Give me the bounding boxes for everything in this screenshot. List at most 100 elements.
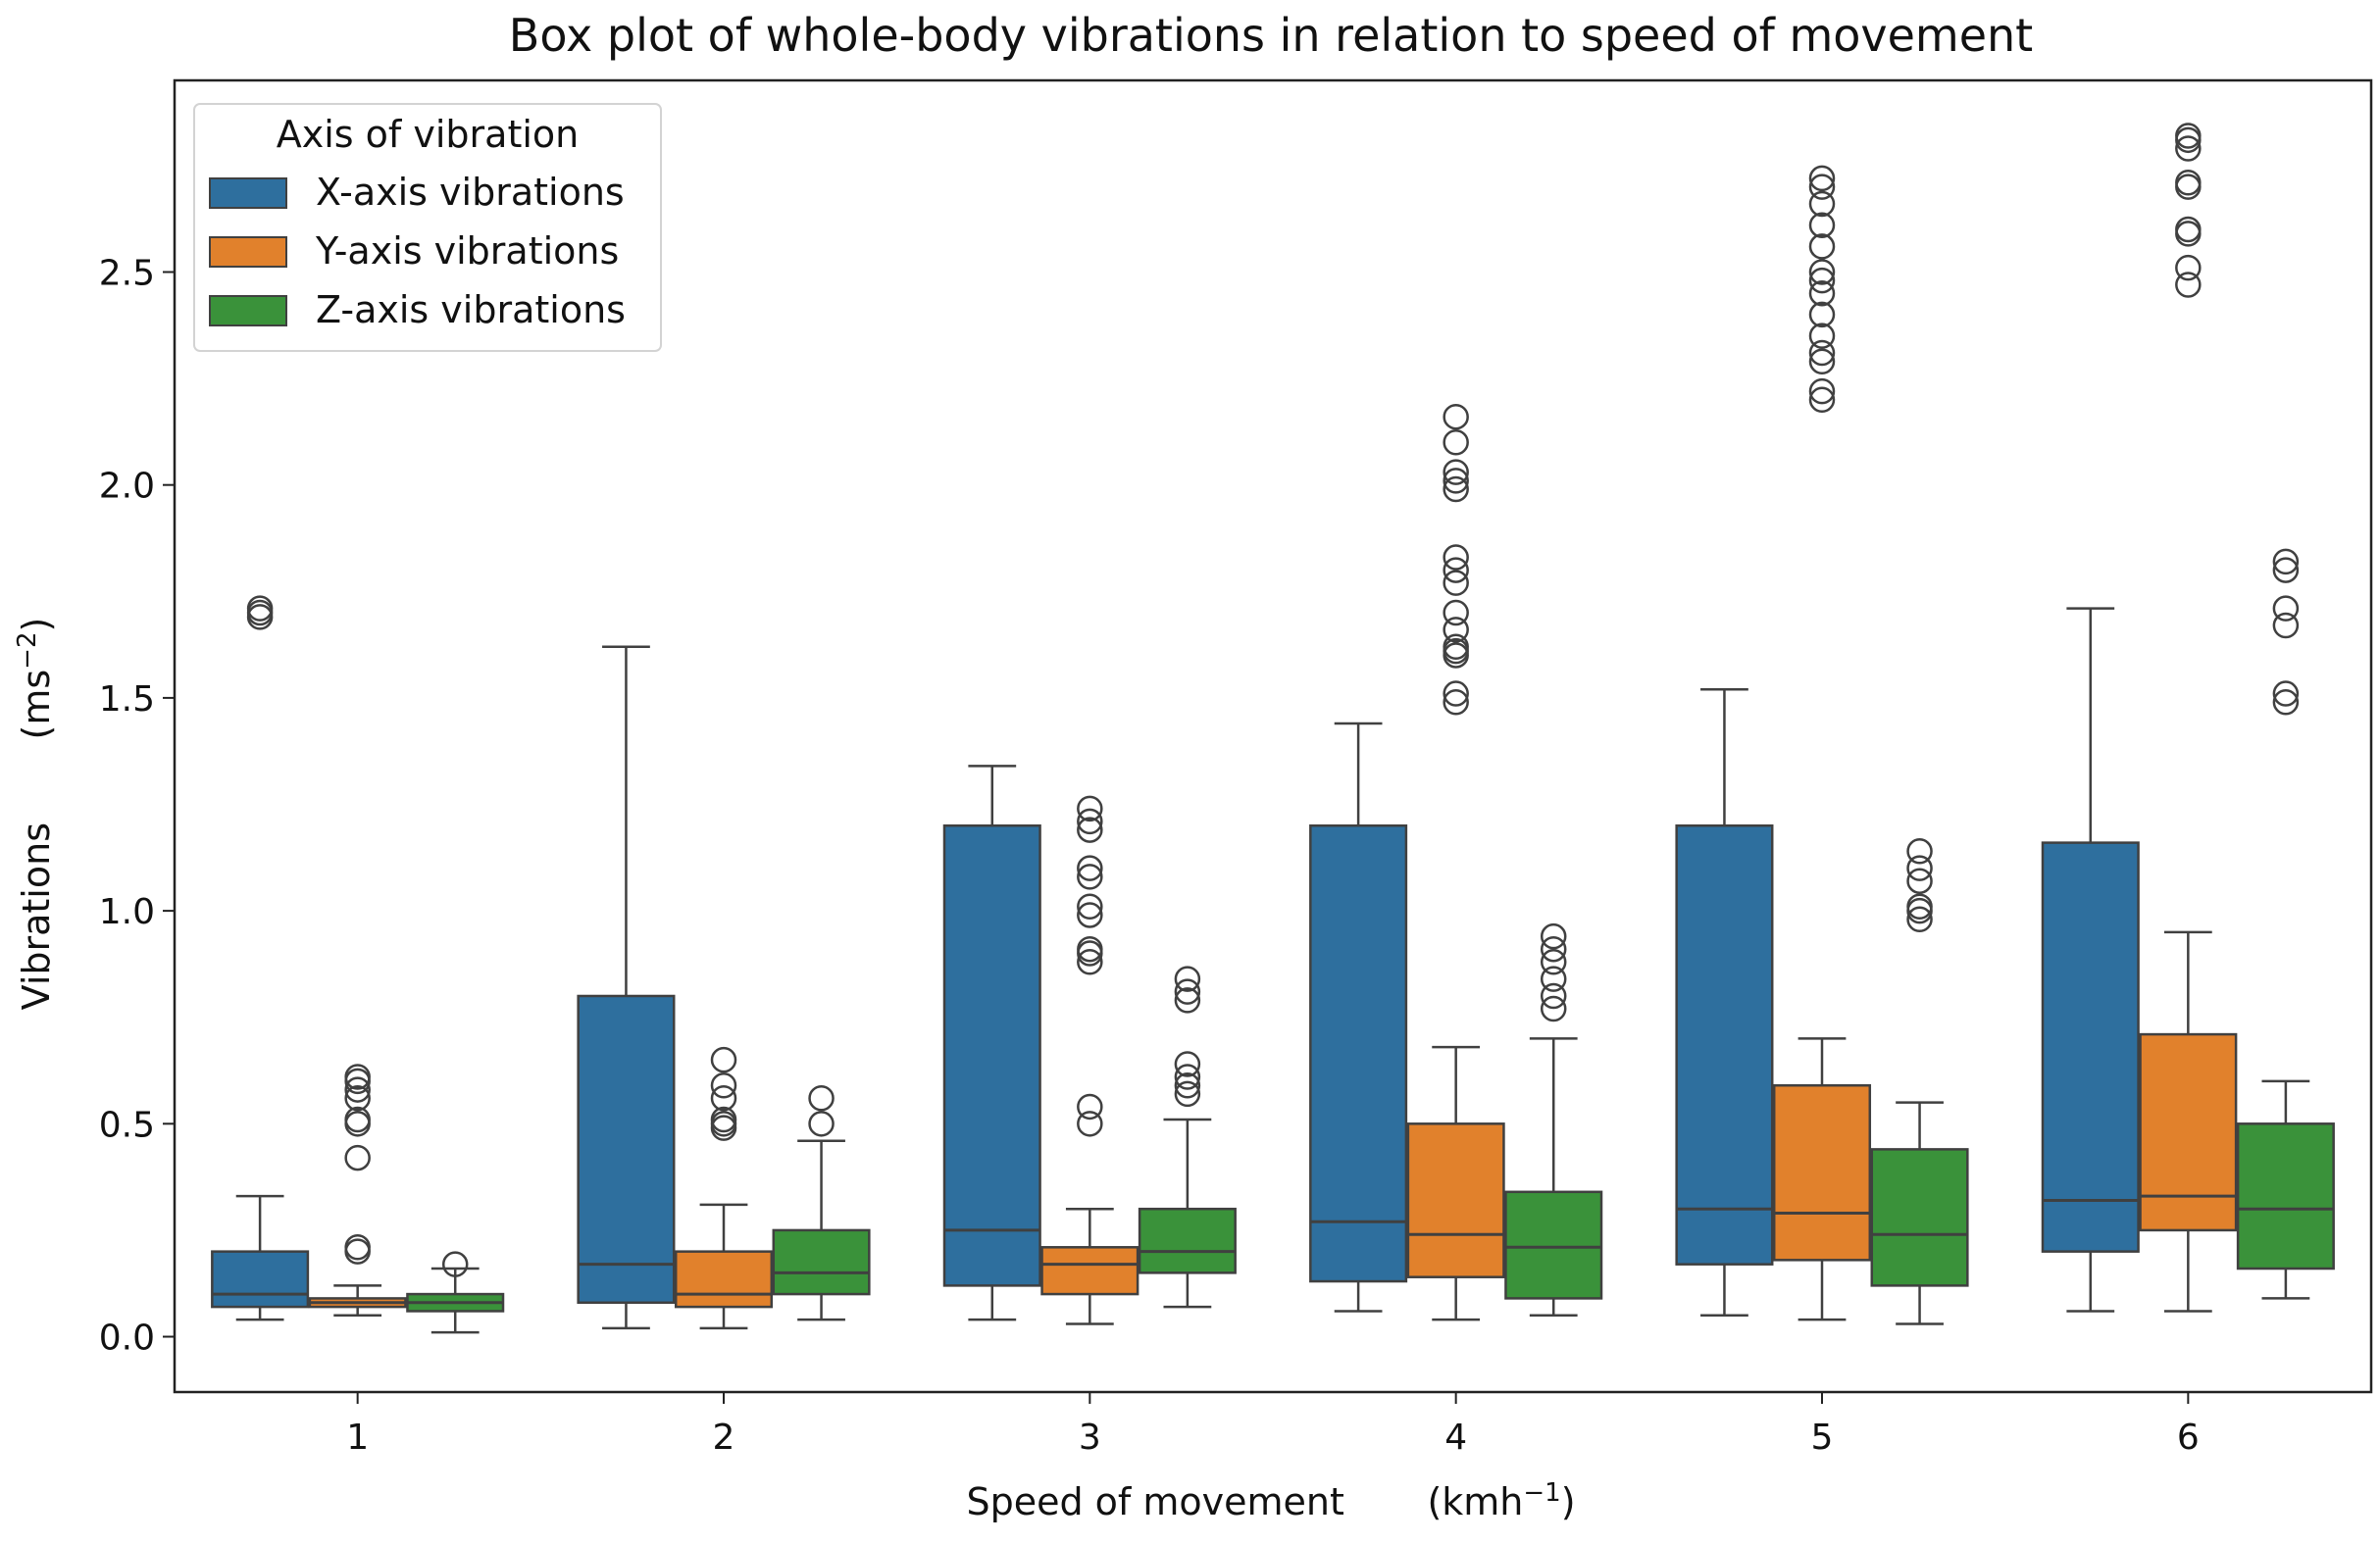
box-outlier bbox=[1808, 212, 1836, 238]
box-outlier bbox=[2272, 612, 2300, 639]
x-tick-label: 1 bbox=[346, 1418, 369, 1458]
box-outlier bbox=[1174, 978, 1201, 1005]
box-body bbox=[1040, 1246, 1139, 1296]
box-body bbox=[2041, 841, 2140, 1253]
box-outlier bbox=[344, 1076, 371, 1103]
box-outlier bbox=[1906, 855, 1933, 881]
box-outlier bbox=[1443, 544, 1469, 571]
box-outlier bbox=[1174, 1080, 1201, 1108]
box-outlier bbox=[2175, 254, 2202, 281]
box-outlier bbox=[1540, 995, 1567, 1022]
box-outlier bbox=[2175, 123, 2202, 149]
box-outlier bbox=[1808, 259, 1836, 285]
legend-label-x: X-axis vibrations bbox=[316, 171, 625, 214]
box-outlier bbox=[1077, 864, 1103, 890]
box-outlier bbox=[1443, 633, 1469, 661]
box-outlier bbox=[1808, 233, 1836, 260]
y-tick-label: 1.0 bbox=[99, 892, 155, 932]
box-outlier bbox=[344, 1085, 371, 1112]
box-outlier bbox=[1443, 557, 1469, 583]
box-outlier bbox=[1808, 301, 1836, 328]
box-body bbox=[1675, 823, 1774, 1266]
box-outlier bbox=[808, 1111, 835, 1137]
legend-swatch-x bbox=[209, 177, 287, 209]
box-outlier bbox=[1808, 190, 1836, 218]
box-outlier bbox=[441, 1251, 469, 1277]
box-outlier bbox=[1174, 1071, 1201, 1099]
x-tick-label: 4 bbox=[1444, 1418, 1467, 1458]
legend-label-z: Z-axis vibrations bbox=[316, 288, 626, 331]
box-outlier bbox=[344, 1234, 371, 1261]
x-tick-label: 6 bbox=[2177, 1418, 2200, 1458]
box-outlier bbox=[1077, 902, 1103, 928]
box-body bbox=[1309, 823, 1408, 1283]
plot-area: 0.0 0.5 1.0 1.5 2.0 2.5 1 2 3 4 5 6 bbox=[99, 78, 2373, 1458]
box-body bbox=[211, 1250, 310, 1309]
box-outlier bbox=[344, 1064, 371, 1090]
box-body bbox=[942, 823, 1041, 1287]
box-outlier bbox=[344, 1144, 371, 1171]
box-outlier bbox=[1077, 948, 1103, 975]
box-outlier bbox=[2175, 135, 2202, 162]
box-body bbox=[1504, 1190, 1603, 1300]
box-outlier bbox=[1443, 459, 1469, 485]
x-axis-label: Speed of movement (kmh−1) bbox=[966, 1478, 1575, 1523]
box-outlier bbox=[1077, 855, 1103, 881]
box-outlier bbox=[2272, 595, 2300, 622]
box-body bbox=[1772, 1083, 1872, 1262]
box-outlier bbox=[1443, 475, 1469, 503]
box-outlier bbox=[710, 1046, 737, 1073]
box-outlier bbox=[1808, 174, 1836, 200]
box-outlier bbox=[246, 595, 274, 622]
box-outlier bbox=[2175, 216, 2202, 243]
box-body bbox=[1406, 1122, 1505, 1278]
box-outlier bbox=[2272, 557, 2300, 583]
x-tick-label: 3 bbox=[1079, 1418, 1101, 1458]
box-outlier bbox=[1443, 688, 1469, 716]
box-outlier bbox=[1808, 165, 1836, 192]
legend-frame bbox=[193, 103, 662, 352]
box-outlier bbox=[1808, 339, 1836, 367]
x-tick-label: 5 bbox=[1811, 1418, 1834, 1458]
box-outlier bbox=[2175, 170, 2202, 196]
y-tick-label: 0.5 bbox=[99, 1105, 155, 1145]
box-outlier bbox=[1443, 429, 1469, 456]
box-outlier bbox=[1906, 868, 1933, 894]
box-outlier bbox=[1077, 795, 1103, 822]
box-outlier bbox=[808, 1085, 835, 1112]
y-axis-label: Vibrations (ms−2) bbox=[13, 618, 58, 1011]
box-outlier bbox=[1174, 987, 1201, 1014]
box-outlier bbox=[1174, 1051, 1201, 1077]
box-outlier bbox=[2272, 548, 2300, 575]
box-outlier bbox=[1443, 403, 1469, 430]
box-outlier bbox=[1540, 966, 1567, 992]
box-outlier bbox=[1540, 935, 1567, 963]
legend-label-y: Y-axis vibrations bbox=[315, 229, 619, 273]
box-outlier bbox=[1077, 817, 1103, 843]
box-outlier bbox=[1077, 893, 1103, 921]
box-outlier bbox=[1077, 808, 1103, 835]
box-outlier bbox=[1906, 906, 1933, 933]
box-outlier bbox=[1077, 935, 1103, 963]
box-outlier bbox=[1540, 948, 1567, 975]
y-tick-label: 2.5 bbox=[99, 253, 155, 293]
box-body bbox=[1138, 1207, 1237, 1274]
box-outlier bbox=[1540, 982, 1567, 1010]
legend-title: Axis of vibration bbox=[277, 113, 580, 156]
box-outlier bbox=[344, 1106, 371, 1133]
box-outlier bbox=[1808, 267, 1836, 294]
box-outlier bbox=[2272, 688, 2300, 716]
chart-title: Box plot of whole-body vibrations in rel… bbox=[509, 9, 2033, 62]
box-outlier bbox=[1443, 570, 1469, 596]
box-outlier bbox=[1174, 1064, 1201, 1090]
y-tick-label: 0.0 bbox=[99, 1319, 155, 1359]
box-outlier bbox=[1443, 468, 1469, 494]
box-outlier bbox=[2272, 680, 2300, 707]
box-body bbox=[674, 1250, 774, 1309]
box-body bbox=[2236, 1122, 2335, 1270]
x-tick-label: 2 bbox=[713, 1418, 735, 1458]
box-outlier bbox=[1808, 386, 1836, 414]
box-outlier bbox=[1808, 323, 1836, 349]
box-body bbox=[577, 994, 676, 1305]
